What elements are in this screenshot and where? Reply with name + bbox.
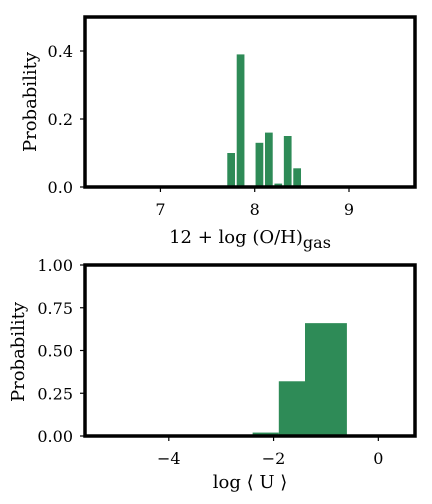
- oh-bar-5: [283, 136, 292, 187]
- oh-y-tick-label-2: 0.4: [48, 42, 73, 61]
- oh-y-tick-label-0: 0.0: [48, 178, 73, 197]
- u-y-tick-label-1: 0.25: [37, 384, 73, 403]
- oh-bar-1: [236, 54, 245, 188]
- u-x-axis-label: log ⟨ U ⟩: [213, 472, 288, 493]
- oh-x-tick-label-0: 7: [155, 200, 165, 219]
- oh-x-ticks: 7 8 9: [155, 187, 354, 219]
- oh-bar-2: [255, 142, 264, 187]
- u-y-tick-label-4: 1.00: [37, 256, 73, 275]
- oh-plot-frame: [83, 15, 417, 189]
- u-plot-frame: [83, 263, 417, 438]
- oh-histogram-panel: 7 8 9 0.0 0.2 0.4 12 + log (O/H)gas Probabil…: [20, 15, 417, 252]
- u-histogram-panel: −4 −2 0 0.00 0.25 0.50 0.75 1.00 log ⟨ U ⟩ Pro…: [8, 256, 417, 493]
- u-bar-2: [305, 323, 347, 436]
- u-y-tick-label-0: 0.00: [37, 427, 73, 446]
- oh-bar-3: [264, 132, 273, 187]
- oh-bars: [227, 54, 302, 188]
- oh-y-axis-label: Probability: [20, 51, 41, 152]
- u-bar-1: [278, 381, 305, 436]
- oh-bar-0: [227, 153, 236, 187]
- u-y-axis-label: Probability: [8, 301, 29, 402]
- oh-bar-6: [293, 168, 302, 187]
- oh-x-tick-label-1: 8: [250, 200, 260, 219]
- oh-y-tick-label-1: 0.2: [48, 110, 73, 129]
- u-x-tick-label-2: 0: [373, 449, 383, 468]
- u-y-ticks: 0.00 0.25 0.50 0.75 1.00: [37, 256, 85, 446]
- u-y-tick-label-2: 0.50: [37, 342, 73, 361]
- u-x-tick-label-1: −2: [262, 449, 286, 468]
- oh-y-ticks: 0.0 0.2 0.4: [48, 42, 85, 197]
- u-x-tick-label-0: −4: [157, 449, 181, 468]
- u-y-tick-label-3: 0.75: [37, 299, 73, 318]
- u-bars: [252, 323, 347, 436]
- u-x-ticks: −4 −2 0: [157, 436, 383, 468]
- oh-x-axis-label: 12 + log (O/H)gas: [169, 227, 331, 252]
- oh-x-tick-label-2: 9: [344, 200, 354, 219]
